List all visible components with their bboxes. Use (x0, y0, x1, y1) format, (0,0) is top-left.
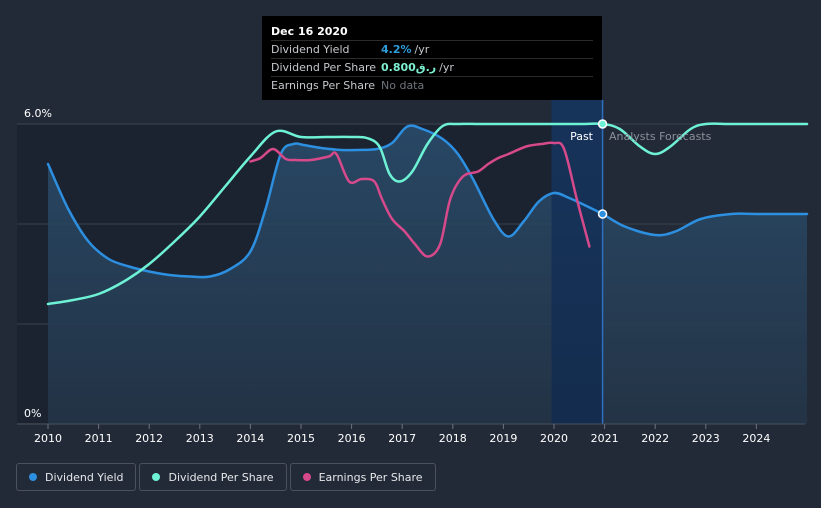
x-tick-label-2023: 2023 (692, 432, 720, 445)
x-tick-label-2024: 2024 (742, 432, 770, 445)
tooltip-row-unit: No data (381, 79, 425, 92)
y-tick-label: 0% (24, 407, 41, 420)
forecast-label: Analysts Forecasts (609, 130, 712, 143)
x-tick-label-2016: 2016 (338, 432, 366, 445)
x-tick-label-2014: 2014 (236, 432, 264, 445)
dividend-yield-area (48, 125, 807, 424)
dividend-yield-line (46, 124, 809, 279)
earnings-per-share-line (249, 141, 591, 258)
dividend-per-share-line (46, 122, 809, 306)
x-tick-label-2010: 2010 (34, 432, 62, 445)
tooltip-date: Dec 16 2020 (271, 25, 348, 38)
legend-dividend-per-share[interactable]: Dividend Per Share (139, 463, 287, 491)
tooltip-row-dividend-yield: Dividend Yield 4.2% /yr (271, 40, 593, 58)
dividend-yield-marker (597, 209, 608, 219)
tooltip-row-dividend-per-share: Dividend Per Share 0.800ر.ق /yr (271, 58, 593, 76)
legend-label: Dividend Yield (45, 470, 124, 484)
tooltip-row-value: 4.2% (381, 43, 412, 56)
tooltip-row-earnings-per-share: Earnings Per Share No data (271, 76, 593, 94)
legend-dividend-yield[interactable]: Dividend Yield (16, 463, 137, 491)
hover-band (551, 99, 603, 424)
legend-dot-icon (152, 473, 161, 481)
x-tick-label-2011: 2011 (85, 432, 113, 445)
past-label: Past (570, 130, 594, 143)
legend-earnings-per-share[interactable]: Earnings Per Share (289, 463, 436, 491)
tooltip-row-unit: /yr (439, 61, 454, 74)
x-tick-label-2013: 2013 (186, 432, 214, 445)
tooltip: Dec 16 2020 Dividend Yield 4.2% /yr Divi… (262, 16, 602, 100)
legend: Dividend Yield Dividend Per Share Earnin… (16, 463, 436, 491)
dividend-per-share-marker (597, 119, 608, 129)
x-tick-label-2020: 2020 (540, 432, 568, 445)
y-tick-label: 6.0% (24, 107, 52, 120)
x-tick-label-2017: 2017 (388, 432, 416, 445)
x-tick-label-2022: 2022 (641, 432, 669, 445)
x-tick-label-2015: 2015 (287, 432, 315, 445)
legend-dot-icon (29, 473, 37, 481)
tooltip-row-value: 0.800ر.ق (381, 61, 437, 74)
tooltip-row-name: Earnings Per Share (271, 79, 376, 92)
x-tick-label-2019: 2019 (489, 432, 517, 445)
tooltip-row-name: Dividend Per Share (271, 61, 377, 74)
tooltip-row-name: Dividend Yield (271, 43, 350, 56)
x-tick-label-2021: 2021 (591, 432, 619, 445)
x-tick-label-2012: 2012 (135, 432, 163, 445)
tooltip-row-unit: /yr (414, 43, 430, 56)
legend-label: Earnings Per Share (318, 470, 423, 484)
x-tick-label-2018: 2018 (439, 432, 467, 445)
legend-label: Dividend Per Share (168, 470, 274, 484)
legend-dot-icon (302, 473, 311, 481)
